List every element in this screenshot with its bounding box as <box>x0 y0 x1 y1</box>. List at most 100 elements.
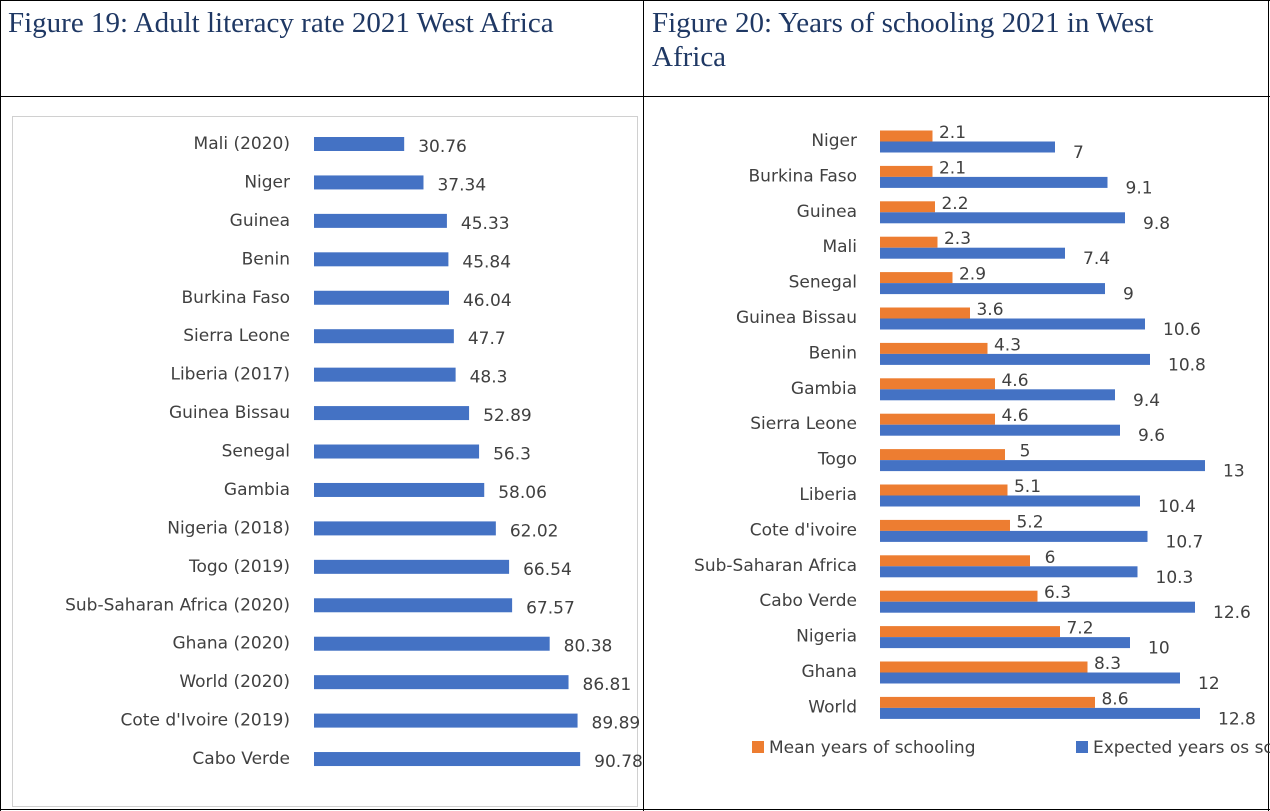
category-label: Liberia (2017) <box>170 365 290 385</box>
category-label: Guinea <box>797 202 857 222</box>
value-label: 4.6 <box>1001 371 1028 391</box>
bar <box>880 353 1150 365</box>
category-label: World <box>808 697 857 717</box>
category-label: Senegal <box>222 442 290 462</box>
value-label: 8.3 <box>1094 654 1121 674</box>
value-label: 86.81 <box>583 675 632 695</box>
category-label: Togo <box>817 450 857 470</box>
value-label: 89.89 <box>592 714 641 734</box>
category-label: Sub-Saharan Africa <box>694 556 857 576</box>
value-label: 9.4 <box>1133 391 1160 411</box>
value-label: 10.3 <box>1156 568 1194 588</box>
legend-label: Expected years os schooling <box>1093 738 1270 758</box>
value-label: 7 <box>1073 143 1084 163</box>
border <box>0 0 1270 1</box>
value-label: 2.9 <box>959 265 986 285</box>
figure-title: Figure 19: Adult literacy rate 2021 West… <box>8 7 554 39</box>
value-label: 6.3 <box>1044 583 1071 603</box>
value-label: 67.57 <box>526 598 575 618</box>
category-label: Gambia <box>791 379 857 399</box>
bar <box>880 672 1180 684</box>
value-label: 8.6 <box>1101 689 1128 709</box>
category-label: Cote d'ivoire <box>750 520 857 540</box>
value-label: 4.3 <box>994 335 1021 355</box>
bar <box>880 530 1148 542</box>
category-label: Guinea <box>230 211 290 231</box>
value-label: 45.33 <box>461 214 510 234</box>
bar <box>314 752 581 767</box>
bar <box>880 130 933 142</box>
category-label: Gambia <box>224 480 290 500</box>
bar <box>880 519 1010 531</box>
value-label: 9.1 <box>1126 178 1153 198</box>
bar <box>314 290 449 305</box>
value-label: 58.06 <box>498 483 547 503</box>
value-label: 52.89 <box>483 406 532 426</box>
value-label: 48.3 <box>470 368 508 388</box>
legend-swatch <box>752 741 764 753</box>
category-label: Mali (2020) <box>194 134 290 154</box>
value-label: 7.2 <box>1066 619 1093 639</box>
value-label: 5 <box>1020 442 1031 462</box>
value-label: 56.3 <box>493 445 531 465</box>
bar <box>314 675 569 690</box>
bar <box>880 637 1130 649</box>
bar <box>314 444 480 459</box>
bar <box>314 636 550 651</box>
bar <box>880 318 1145 330</box>
bar <box>880 342 988 354</box>
value-label: 12.8 <box>1218 709 1256 729</box>
border <box>1268 0 1269 811</box>
border <box>0 0 1 811</box>
bar <box>314 482 485 497</box>
bar <box>880 590 1038 602</box>
value-label: 7.4 <box>1083 249 1110 269</box>
value-label: 45.84 <box>462 252 511 272</box>
value-label: 37.34 <box>437 175 486 195</box>
category-label: Nigeria <box>796 627 857 647</box>
bar <box>880 212 1125 224</box>
category-label: Senegal <box>789 273 857 293</box>
category-label: Burkina Faso <box>749 166 857 186</box>
category-label: Niger <box>811 131 857 151</box>
value-label: 2.3 <box>944 229 971 249</box>
bar <box>880 141 1055 153</box>
chart-frame <box>12 116 638 807</box>
bar <box>314 521 496 536</box>
category-label: Sub-Saharan Africa (2020) <box>65 595 290 615</box>
value-label: 62.02 <box>510 521 559 541</box>
bar <box>314 137 405 151</box>
category-label: Liberia <box>799 485 857 505</box>
category-label: Burkina Faso <box>182 288 290 308</box>
value-label: 10 <box>1148 639 1170 659</box>
bar <box>880 413 995 425</box>
bar <box>314 713 578 728</box>
category-label: Mali <box>822 237 857 257</box>
value-label: 10.4 <box>1158 497 1196 517</box>
bar <box>314 598 513 613</box>
value-label: 9.6 <box>1138 426 1165 446</box>
category-label: Guinea Bissau <box>736 308 857 328</box>
bar <box>880 247 1065 259</box>
bar <box>314 175 424 190</box>
value-label: 10.6 <box>1163 320 1201 340</box>
value-label: 10.8 <box>1168 355 1206 375</box>
bar <box>314 559 510 574</box>
value-label: 12 <box>1198 674 1220 694</box>
value-label: 2.1 <box>939 123 966 143</box>
value-label: 90.78 <box>594 752 643 772</box>
category-label: Benin <box>242 249 290 269</box>
bar <box>314 329 454 344</box>
value-label: 5.2 <box>1016 512 1043 532</box>
border <box>0 96 1270 97</box>
bar <box>880 484 1008 496</box>
value-label: 9 <box>1123 285 1134 305</box>
bar <box>880 424 1120 436</box>
bar <box>880 626 1060 638</box>
category-label: Nigeria (2018) <box>167 518 290 538</box>
category-label: Cote d'Ivoire (2019) <box>121 711 290 731</box>
figure-title: Figure 20: Years of schooling 2021 in We… <box>652 7 1154 73</box>
value-label: 6 <box>1045 548 1056 568</box>
value-label: 66.54 <box>523 560 572 580</box>
